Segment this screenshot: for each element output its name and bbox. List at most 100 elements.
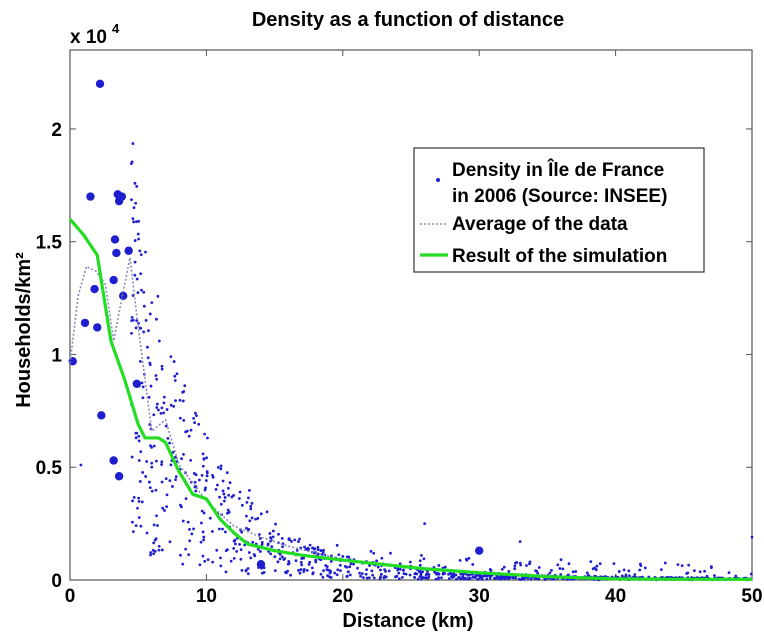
- scatter-point: [514, 561, 517, 565]
- scatter-point: [383, 568, 386, 572]
- scatter-point: [622, 568, 626, 572]
- scatter-point: [426, 576, 430, 580]
- scatter-point: [397, 577, 401, 581]
- scatter-point: [134, 326, 138, 330]
- scatter-point: [480, 577, 484, 581]
- scatter-point: [133, 181, 137, 185]
- scatter-point: [138, 480, 142, 483]
- scatter-point: [423, 522, 427, 526]
- scatter-point: [249, 556, 253, 560]
- scatter-point: [139, 253, 143, 257]
- scatter-large-points: [68, 79, 484, 569]
- scatter-point: [713, 574, 716, 577]
- scatter-point: [239, 548, 243, 552]
- scatter-point: [250, 516, 254, 520]
- scatter-point: [238, 543, 241, 546]
- scatter-point: [190, 532, 194, 536]
- scatter-point: [204, 486, 207, 490]
- scatter-point: [273, 569, 277, 573]
- scatter-point: [139, 524, 143, 528]
- scatter-point: [418, 559, 422, 563]
- scatter-point: [202, 511, 206, 515]
- scatter-point: [258, 550, 262, 553]
- scatter-point: [246, 567, 250, 570]
- y-exponent: x 10 4: [70, 21, 120, 48]
- scatter-point: [140, 381, 144, 385]
- scatter-point: [217, 527, 221, 531]
- scatter-point: [205, 471, 209, 475]
- scatter-point: [142, 304, 146, 308]
- scatter-point: [372, 551, 376, 555]
- scatter-point: [298, 571, 302, 575]
- scatter-point: [329, 559, 333, 563]
- scatter-point: [204, 479, 208, 482]
- scatter-point: [258, 537, 262, 540]
- scatter-point: [151, 548, 155, 552]
- scatter-point: [319, 572, 323, 576]
- scatter-point: [454, 573, 458, 577]
- scatter-point: [589, 560, 593, 563]
- scatter-point: [501, 576, 505, 580]
- scatter-point: [150, 489, 154, 493]
- scatter-point: [286, 569, 290, 573]
- scatter-point: [643, 566, 647, 570]
- scatter-point-large: [112, 248, 121, 258]
- scatter-point: [308, 560, 312, 564]
- scatter-point: [676, 563, 680, 567]
- scatter-point: [627, 569, 631, 573]
- scatter-point: [160, 460, 164, 464]
- scatter-point: [436, 572, 440, 576]
- scatter-point: [183, 384, 187, 388]
- scatter-point: [184, 430, 187, 434]
- scatter-point: [162, 411, 166, 415]
- scatter-point: [134, 436, 138, 440]
- scatter-point: [155, 406, 159, 409]
- x-tick-label: 30: [469, 586, 490, 607]
- scatter-point: [269, 536, 273, 540]
- scatter-point: [232, 556, 236, 560]
- scatter-point: [286, 562, 290, 566]
- scatter-point-large: [80, 318, 90, 328]
- scatter-point: [227, 510, 231, 514]
- scatter-point: [224, 570, 228, 574]
- scatter-point: [338, 569, 342, 573]
- scatter-point: [497, 577, 501, 580]
- scatter-point: [358, 571, 362, 575]
- scatter-point: [349, 562, 353, 566]
- scatter-point: [466, 577, 470, 580]
- scatter-point: [525, 564, 528, 567]
- scatter-point: [187, 434, 191, 438]
- scatter-point: [144, 250, 147, 254]
- scatter-point: [511, 576, 515, 580]
- scatter-point: [137, 459, 141, 462]
- scatter-point: [416, 577, 420, 581]
- scatter-point: [299, 560, 303, 564]
- scatter-point: [361, 572, 364, 576]
- scatter-point: [247, 496, 250, 500]
- scatter-point: [467, 573, 471, 577]
- scatter-point: [147, 480, 151, 484]
- scatter-point: [161, 506, 165, 510]
- scatter-point: [174, 399, 177, 403]
- scatter-point: [256, 516, 260, 520]
- scatter-point: [300, 563, 304, 567]
- scatter-point: [322, 569, 325, 573]
- scatter-point: [245, 526, 248, 530]
- scatter-point: [249, 504, 253, 508]
- scatter-point: [617, 570, 621, 573]
- scatter-point: [424, 573, 428, 577]
- scatter-point: [507, 569, 511, 573]
- scatter-point: [420, 577, 423, 581]
- scatter-point: [187, 553, 191, 557]
- scatter-point: [194, 411, 197, 415]
- scatter-point: [518, 578, 522, 581]
- scatter-point: [173, 379, 177, 382]
- scatter-point: [244, 568, 248, 572]
- scatter-point: [219, 556, 222, 560]
- scatter-point: [461, 575, 464, 578]
- scatter-point: [221, 527, 224, 531]
- scatter-point: [247, 551, 251, 554]
- scatter-point: [226, 508, 230, 512]
- scatter-point: [137, 499, 141, 503]
- scatter-point: [133, 273, 137, 277]
